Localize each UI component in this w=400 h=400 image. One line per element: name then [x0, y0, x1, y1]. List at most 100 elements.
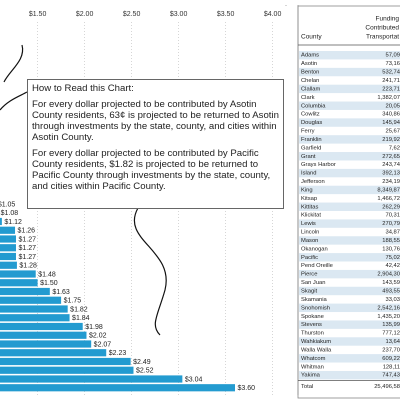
county-name: King: [301, 187, 313, 193]
value-label: $1.50: [40, 280, 58, 287]
county-name: Pacific: [301, 255, 318, 261]
row-shade: [299, 67, 400, 77]
county-value: 130,76: [382, 246, 400, 252]
value-label: $1.48: [38, 271, 56, 278]
bar: [0, 226, 16, 234]
table-header: Contributed: [365, 25, 399, 32]
value-label: $1.12: [4, 219, 22, 226]
county-value: 128,11: [383, 364, 400, 370]
value-label: $1.27: [18, 245, 36, 252]
value-label: $1.98: [85, 324, 103, 331]
x-tick-label: $2.50: [123, 11, 141, 18]
county-name: Whitman: [301, 364, 324, 370]
county-value: 25,67: [385, 129, 400, 135]
value-label: $1.63: [52, 289, 70, 296]
county-name: Benton: [301, 70, 319, 76]
value-label: $1.84: [72, 315, 90, 322]
row-shade: [299, 286, 400, 296]
county-value: 33,03: [385, 297, 400, 303]
county-value: 234,19: [382, 179, 400, 185]
county-name: Snohomish: [301, 305, 330, 311]
county-value: 270,79: [382, 221, 400, 227]
county-value: 219,92: [382, 137, 400, 143]
value-label: $2.02: [89, 333, 107, 340]
county-name: Yakima: [301, 373, 321, 379]
county-value: 70,31: [385, 213, 400, 219]
county-name: Mason: [301, 238, 318, 244]
row-shade: [299, 152, 400, 161]
table-header: Transportat: [366, 34, 399, 41]
bar: [0, 287, 50, 296]
value-label: $1.08: [1, 210, 19, 217]
county-value: 223,71: [382, 86, 400, 92]
county-value: 13,64: [385, 339, 400, 345]
value-label: $1.82: [70, 306, 88, 313]
county-name: Grays Harbor: [301, 162, 336, 168]
county-value: 2,904,30: [377, 272, 400, 278]
value-label: $3.60: [238, 385, 256, 392]
value-label: $3.04: [185, 376, 203, 383]
county-name: Kitsap: [301, 196, 317, 202]
county-value: 8,349,87: [377, 187, 400, 193]
bars: $1.05$1.08$1.12$1.26$1.27$1.27$1.27$1.28…: [0, 201, 256, 392]
row-shade: [299, 354, 400, 363]
county-value: 1,435,20: [377, 314, 400, 320]
bar: [0, 357, 131, 366]
row-shade: [299, 236, 400, 245]
county-value: 1,382,07: [377, 95, 400, 101]
county-name: Kittitas: [301, 204, 318, 210]
county-value: 262,29: [382, 204, 400, 210]
county-name: Clallam: [301, 86, 320, 92]
county-name: Ferry: [301, 129, 315, 135]
county-name: Lewis: [301, 221, 316, 227]
row-shade: [299, 84, 400, 94]
row-shade: [299, 135, 400, 144]
county-value: 243,74: [382, 162, 400, 168]
row-shade: [299, 185, 400, 195]
county-name: Grant: [301, 154, 316, 160]
county-value: 42,42: [385, 263, 400, 269]
county-name: Island: [301, 171, 316, 177]
county-name: Walla Walla: [301, 347, 332, 353]
value-label: $2.23: [109, 350, 127, 357]
county-value: 7,62: [389, 145, 400, 151]
county-value: 20,05: [385, 103, 400, 109]
decor-curve: [133, 207, 167, 336]
bar: [0, 279, 38, 287]
decor-curve: [3, 44, 24, 83]
county-name: Spokane: [301, 314, 324, 320]
bar: [0, 252, 16, 261]
county-value: 340,86: [382, 112, 400, 118]
county-name: Pend Oreille: [301, 263, 333, 269]
county-name: Asotin: [301, 61, 317, 67]
county-name: Skagit: [301, 289, 318, 295]
row-shade: [299, 101, 400, 110]
value-label: $1.05: [0, 201, 15, 208]
bar: [0, 375, 183, 383]
row-shade: [299, 320, 400, 329]
county-value: 272,65: [382, 154, 400, 160]
bar: [0, 349, 107, 357]
bar: [0, 384, 235, 392]
county-name: Columbia: [301, 103, 326, 109]
county-value: 73,16: [385, 61, 400, 67]
decor-curve: [0, 91, 28, 111]
bar: [0, 270, 36, 278]
county-name: Lincoln: [301, 230, 319, 236]
county-name: Clark: [301, 95, 315, 101]
county-name: Franklin: [301, 137, 322, 143]
value-label: $2.49: [133, 359, 151, 366]
county-value: 392,13: [382, 171, 400, 177]
county-value: 1,466,72: [377, 196, 400, 202]
value-label: $1.27: [18, 236, 36, 243]
county-value: 34,87: [385, 230, 400, 236]
value-label: $2.52: [136, 368, 154, 375]
bar: [0, 314, 70, 322]
x-tick-label: $1.50: [29, 11, 47, 18]
row-shade: [299, 337, 400, 346]
county-name: Cowlitz: [301, 112, 320, 118]
bar: [0, 340, 92, 348]
county-name: Okanogan: [301, 246, 328, 252]
bar: [0, 305, 68, 313]
